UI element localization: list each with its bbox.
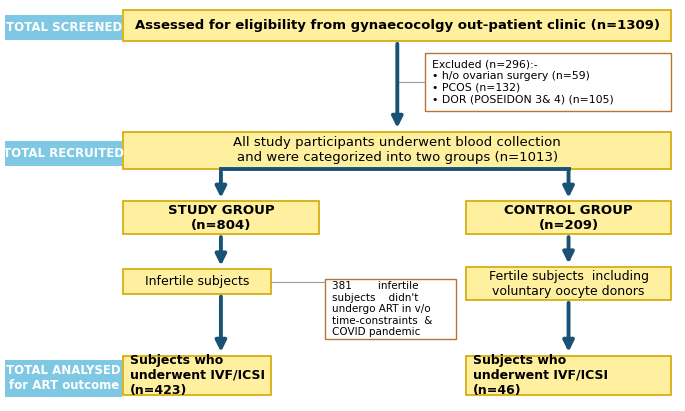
Text: 381        infertile
subjects    didn't
undergo ART in v/o
time-constraints  &
C: 381 infertile subjects didn't undergo AR… <box>332 281 433 337</box>
FancyBboxPatch shape <box>123 132 671 169</box>
FancyBboxPatch shape <box>123 201 319 234</box>
FancyBboxPatch shape <box>5 141 122 166</box>
Text: CONTROL GROUP
(n=209): CONTROL GROUP (n=209) <box>504 204 633 232</box>
Text: Excluded (n=296):-
• h/o ovarian surgery (n=59)
• PCOS (n=132)
• DOR (POSEIDON 3: Excluded (n=296):- • h/o ovarian surgery… <box>432 60 613 105</box>
Text: Assessed for eligibility from gynaecocolgy out-patient clinic (n=1309): Assessed for eligibility from gynaecocol… <box>135 19 660 32</box>
FancyBboxPatch shape <box>123 269 271 294</box>
FancyBboxPatch shape <box>5 360 122 397</box>
FancyBboxPatch shape <box>466 267 671 300</box>
Text: All study participants underwent blood collection
and were categorized into two : All study participants underwent blood c… <box>234 136 561 164</box>
Text: TOTAL ANALYSED
for ART outcome: TOTAL ANALYSED for ART outcome <box>6 364 121 392</box>
Text: STUDY GROUP
(n=804): STUDY GROUP (n=804) <box>168 204 274 232</box>
Text: Fertile subjects  including
voluntary oocyte donors: Fertile subjects including voluntary ooc… <box>488 270 649 298</box>
FancyBboxPatch shape <box>123 356 271 395</box>
FancyBboxPatch shape <box>466 201 671 234</box>
Text: Subjects who
underwent IVF/ICSI
(n=46): Subjects who underwent IVF/ICSI (n=46) <box>473 353 608 397</box>
FancyBboxPatch shape <box>123 10 671 41</box>
Text: TOTAL RECRUITED: TOTAL RECRUITED <box>3 147 124 160</box>
FancyBboxPatch shape <box>466 356 671 395</box>
Text: Infertile subjects: Infertile subjects <box>145 275 249 288</box>
FancyBboxPatch shape <box>5 15 122 40</box>
Text: Subjects who
underwent IVF/ICSI
(n=423): Subjects who underwent IVF/ICSI (n=423) <box>130 353 265 397</box>
FancyBboxPatch shape <box>425 53 671 111</box>
Text: TOTAL SCREENED: TOTAL SCREENED <box>5 21 122 34</box>
FancyBboxPatch shape <box>325 279 456 339</box>
